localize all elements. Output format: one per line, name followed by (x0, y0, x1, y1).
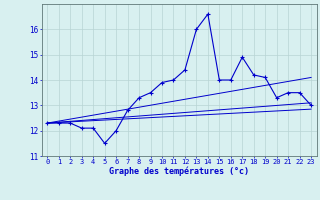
X-axis label: Graphe des températures (°c): Graphe des températures (°c) (109, 166, 249, 176)
